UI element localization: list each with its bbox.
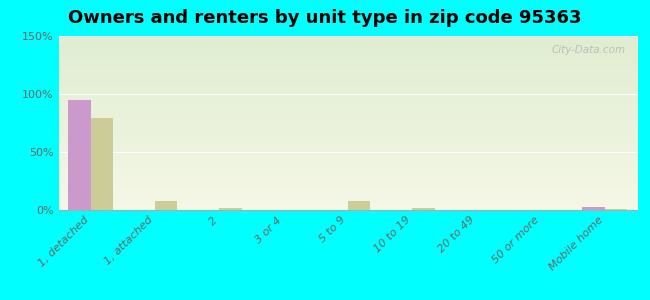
Bar [155,201,177,210]
Bar [412,208,434,210]
Bar [68,100,90,210]
Bar [348,201,370,210]
Bar [582,206,605,210]
Text: City-Data.com: City-Data.com [551,45,625,55]
Bar [90,118,113,210]
Text: Owners and renters by unit type in zip code 95363: Owners and renters by unit type in zip c… [68,9,582,27]
Bar [605,209,627,210]
Bar [219,208,242,210]
